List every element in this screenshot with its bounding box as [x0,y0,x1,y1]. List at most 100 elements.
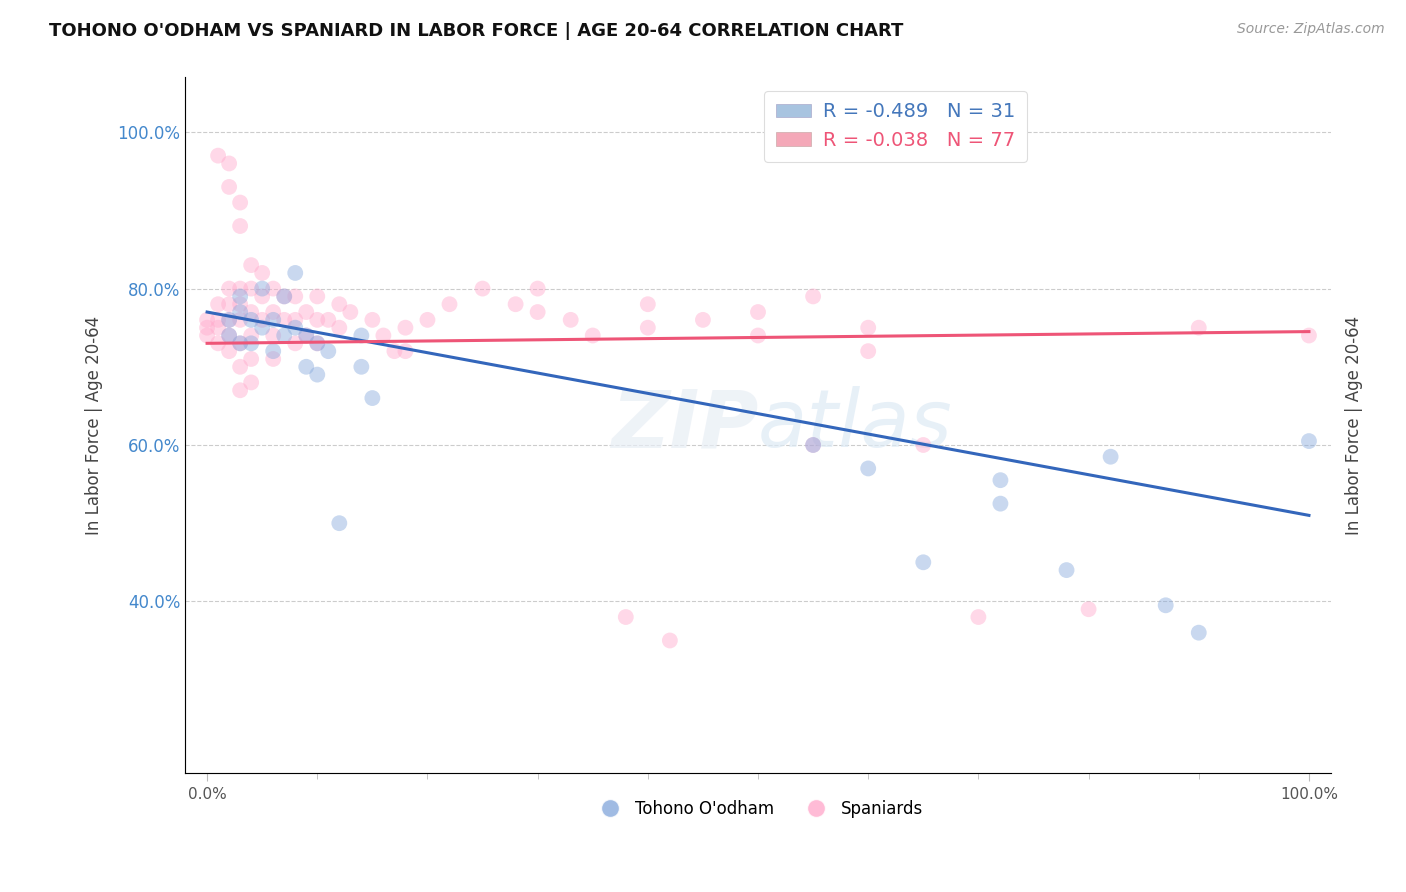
Point [526,282,548,296]
Point [1077,602,1099,616]
Point [307,336,329,351]
Point [350,328,373,343]
Point [218,344,240,359]
Point [637,297,659,311]
Text: TOHONO O'ODHAM VS SPANIARD IN LABOR FORCE | AGE 20-64 CORRELATION CHART: TOHONO O'ODHAM VS SPANIARD IN LABOR FORC… [49,22,904,40]
Point [229,383,252,397]
Point [218,297,240,311]
Point [560,313,582,327]
Point [262,282,284,296]
Point [229,305,252,319]
Point [350,359,373,374]
Point [339,305,361,319]
Point [747,305,769,319]
Point [692,313,714,327]
Point [250,320,273,334]
Point [361,391,384,405]
Point [229,336,252,351]
Point [250,266,273,280]
Point [262,328,284,343]
Text: Source: ZipAtlas.com: Source: ZipAtlas.com [1237,22,1385,37]
Point [229,336,252,351]
Point [218,282,240,296]
Point [262,344,284,359]
Point [207,320,229,334]
Point [373,328,395,343]
Point [307,313,329,327]
Point [240,328,263,343]
Point [284,320,307,334]
Point [273,289,295,303]
Point [240,282,263,296]
Point [328,320,350,334]
Legend: Tohono O'odham, Spaniards: Tohono O'odham, Spaniards [586,793,929,824]
Point [1188,320,1211,334]
Point [240,351,263,366]
Point [416,313,439,327]
Point [218,328,240,343]
Point [229,297,252,311]
Point [858,344,880,359]
Point [295,328,318,343]
Point [284,313,307,327]
Point [284,336,307,351]
Point [273,313,295,327]
Point [218,328,240,343]
Point [273,328,295,343]
Point [439,297,461,311]
Point [1298,434,1320,448]
Point [284,266,307,280]
Point [328,297,350,311]
Point [218,156,240,170]
Point [858,461,880,475]
Point [307,368,329,382]
Point [582,328,605,343]
Point [361,313,384,327]
Point [229,195,252,210]
Point [747,328,769,343]
Point [307,289,329,303]
Point [250,313,273,327]
Point [1154,599,1177,613]
Point [295,305,318,319]
Point [801,289,824,303]
Point [990,473,1012,487]
Point [218,313,240,327]
Point [526,305,548,319]
Point [394,344,416,359]
Point [195,320,218,334]
Point [250,289,273,303]
Point [229,289,252,303]
Point [1298,328,1320,343]
Point [284,289,307,303]
Point [207,336,229,351]
Point [240,313,263,327]
Point [262,351,284,366]
Point [195,313,218,327]
Point [1188,625,1211,640]
Point [229,313,252,327]
Point [207,297,229,311]
Point [912,555,935,569]
Point [990,497,1012,511]
Point [801,438,824,452]
Point [858,320,880,334]
Point [801,438,824,452]
Point [218,180,240,194]
Point [394,320,416,334]
Y-axis label: In Labor Force | Age 20-64: In Labor Force | Age 20-64 [1346,316,1362,535]
Point [229,359,252,374]
Point [240,305,263,319]
Point [240,376,263,390]
Point [912,438,935,452]
Point [658,633,681,648]
Point [207,148,229,162]
Point [471,282,494,296]
Point [637,320,659,334]
Point [614,610,637,624]
Point [250,282,273,296]
Point [262,305,284,319]
Point [384,344,406,359]
Point [195,328,218,343]
Point [229,282,252,296]
